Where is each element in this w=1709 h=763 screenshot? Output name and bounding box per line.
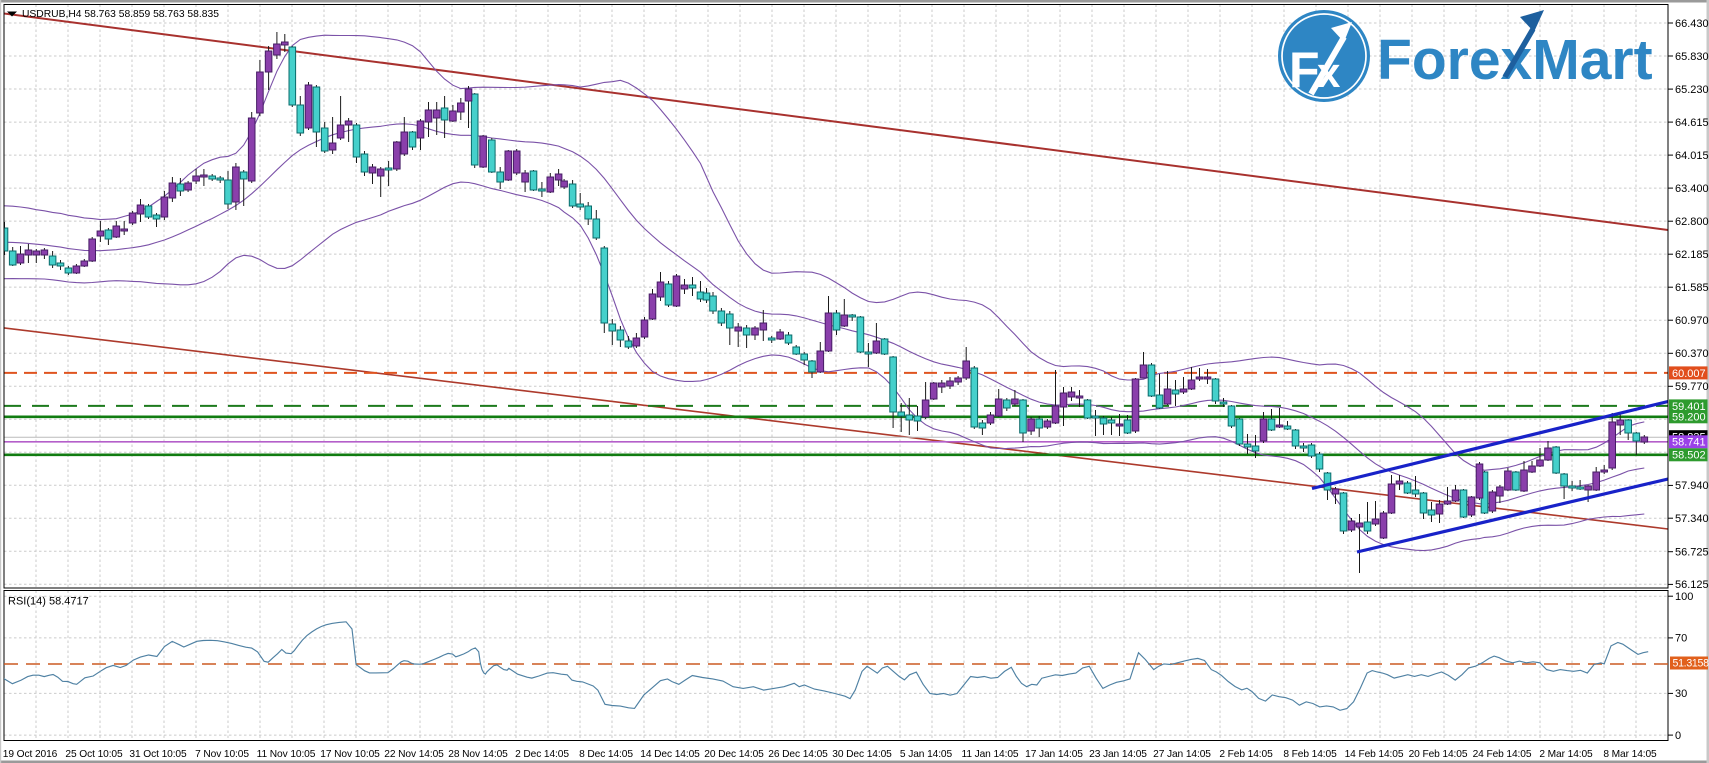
svg-text:7 Nov 10:05: 7 Nov 10:05 — [195, 749, 249, 760]
svg-text:56.125: 56.125 — [1675, 579, 1709, 591]
svg-text:66.430: 66.430 — [1675, 18, 1709, 30]
svg-text:0: 0 — [1675, 730, 1681, 742]
svg-text:8 Mar 14:05: 8 Mar 14:05 — [1603, 749, 1657, 760]
svg-text:14 Feb 14:05: 14 Feb 14:05 — [1345, 749, 1404, 760]
svg-text:2 Mar 14:05: 2 Mar 14:05 — [1539, 749, 1593, 760]
svg-text:62.185: 62.185 — [1675, 249, 1709, 261]
svg-text:30 Dec 14:05: 30 Dec 14:05 — [832, 749, 892, 760]
svg-text:60.007: 60.007 — [1672, 368, 1706, 380]
svg-text:70: 70 — [1675, 633, 1687, 645]
svg-text:17 Nov 10:05: 17 Nov 10:05 — [320, 749, 380, 760]
svg-text:11 Nov 10:05: 11 Nov 10:05 — [257, 749, 316, 760]
svg-text:2 Feb 14:05: 2 Feb 14:05 — [1219, 749, 1273, 760]
svg-text:100: 100 — [1675, 591, 1693, 603]
svg-text:57.340: 57.340 — [1675, 513, 1709, 525]
svg-text:64.615: 64.615 — [1675, 117, 1709, 129]
svg-text:57.940: 57.940 — [1675, 480, 1709, 492]
svg-text:27 Jan 14:05: 27 Jan 14:05 — [1153, 749, 1211, 760]
svg-text:2 Dec 14:05: 2 Dec 14:05 — [515, 749, 569, 760]
svg-text:20 Feb 14:05: 20 Feb 14:05 — [1409, 749, 1468, 760]
svg-text:8 Feb 14:05: 8 Feb 14:05 — [1283, 749, 1337, 760]
svg-text:20 Dec 14:05: 20 Dec 14:05 — [704, 749, 764, 760]
svg-text:24 Feb 14:05: 24 Feb 14:05 — [1473, 749, 1532, 760]
svg-text:65.830: 65.830 — [1675, 51, 1709, 63]
svg-text:25 Oct 10:05: 25 Oct 10:05 — [65, 749, 123, 760]
svg-text:64.015: 64.015 — [1675, 150, 1709, 162]
svg-text:28 Nov 14:05: 28 Nov 14:05 — [448, 749, 508, 760]
svg-text:11 Jan 14:05: 11 Jan 14:05 — [962, 749, 1019, 760]
svg-text:63.400: 63.400 — [1675, 183, 1709, 195]
svg-text:65.230: 65.230 — [1675, 84, 1709, 96]
svg-text:58.502: 58.502 — [1672, 450, 1706, 462]
svg-text:58.741: 58.741 — [1672, 437, 1706, 449]
svg-text:17 Jan 14:05: 17 Jan 14:05 — [1025, 749, 1083, 760]
svg-text:19 Oct 2016: 19 Oct 2016 — [3, 749, 58, 760]
svg-text:22 Nov 14:05: 22 Nov 14:05 — [384, 749, 444, 760]
svg-text:51.3158: 51.3158 — [1673, 658, 1709, 670]
svg-text:8 Dec 14:05: 8 Dec 14:05 — [579, 749, 633, 760]
svg-text:RSI(14) 58.4717: RSI(14) 58.4717 — [8, 596, 89, 608]
svg-text:59.200: 59.200 — [1672, 412, 1706, 424]
svg-text:23 Jan 14:05: 23 Jan 14:05 — [1089, 749, 1147, 760]
svg-text:59.770: 59.770 — [1675, 381, 1709, 393]
svg-text:62.800: 62.800 — [1675, 216, 1709, 228]
svg-text:USDRUB,H4 58.763 58.859 58.76: USDRUB,H4 58.763 58.859 58.763 58.835 — [22, 9, 219, 20]
svg-text:56.725: 56.725 — [1675, 547, 1709, 559]
svg-text:60.370: 60.370 — [1675, 348, 1709, 360]
svg-text:14 Dec 14:05: 14 Dec 14:05 — [640, 749, 700, 760]
svg-text:31 Oct 10:05: 31 Oct 10:05 — [129, 749, 187, 760]
svg-text:30: 30 — [1675, 688, 1687, 700]
svg-text:59.401: 59.401 — [1672, 401, 1706, 413]
svg-text:5 Jan 14:05: 5 Jan 14:05 — [900, 749, 953, 760]
svg-text:26 Dec 14:05: 26 Dec 14:05 — [768, 749, 828, 760]
svg-text:60.970: 60.970 — [1675, 315, 1709, 327]
svg-text:61.585: 61.585 — [1675, 282, 1709, 294]
